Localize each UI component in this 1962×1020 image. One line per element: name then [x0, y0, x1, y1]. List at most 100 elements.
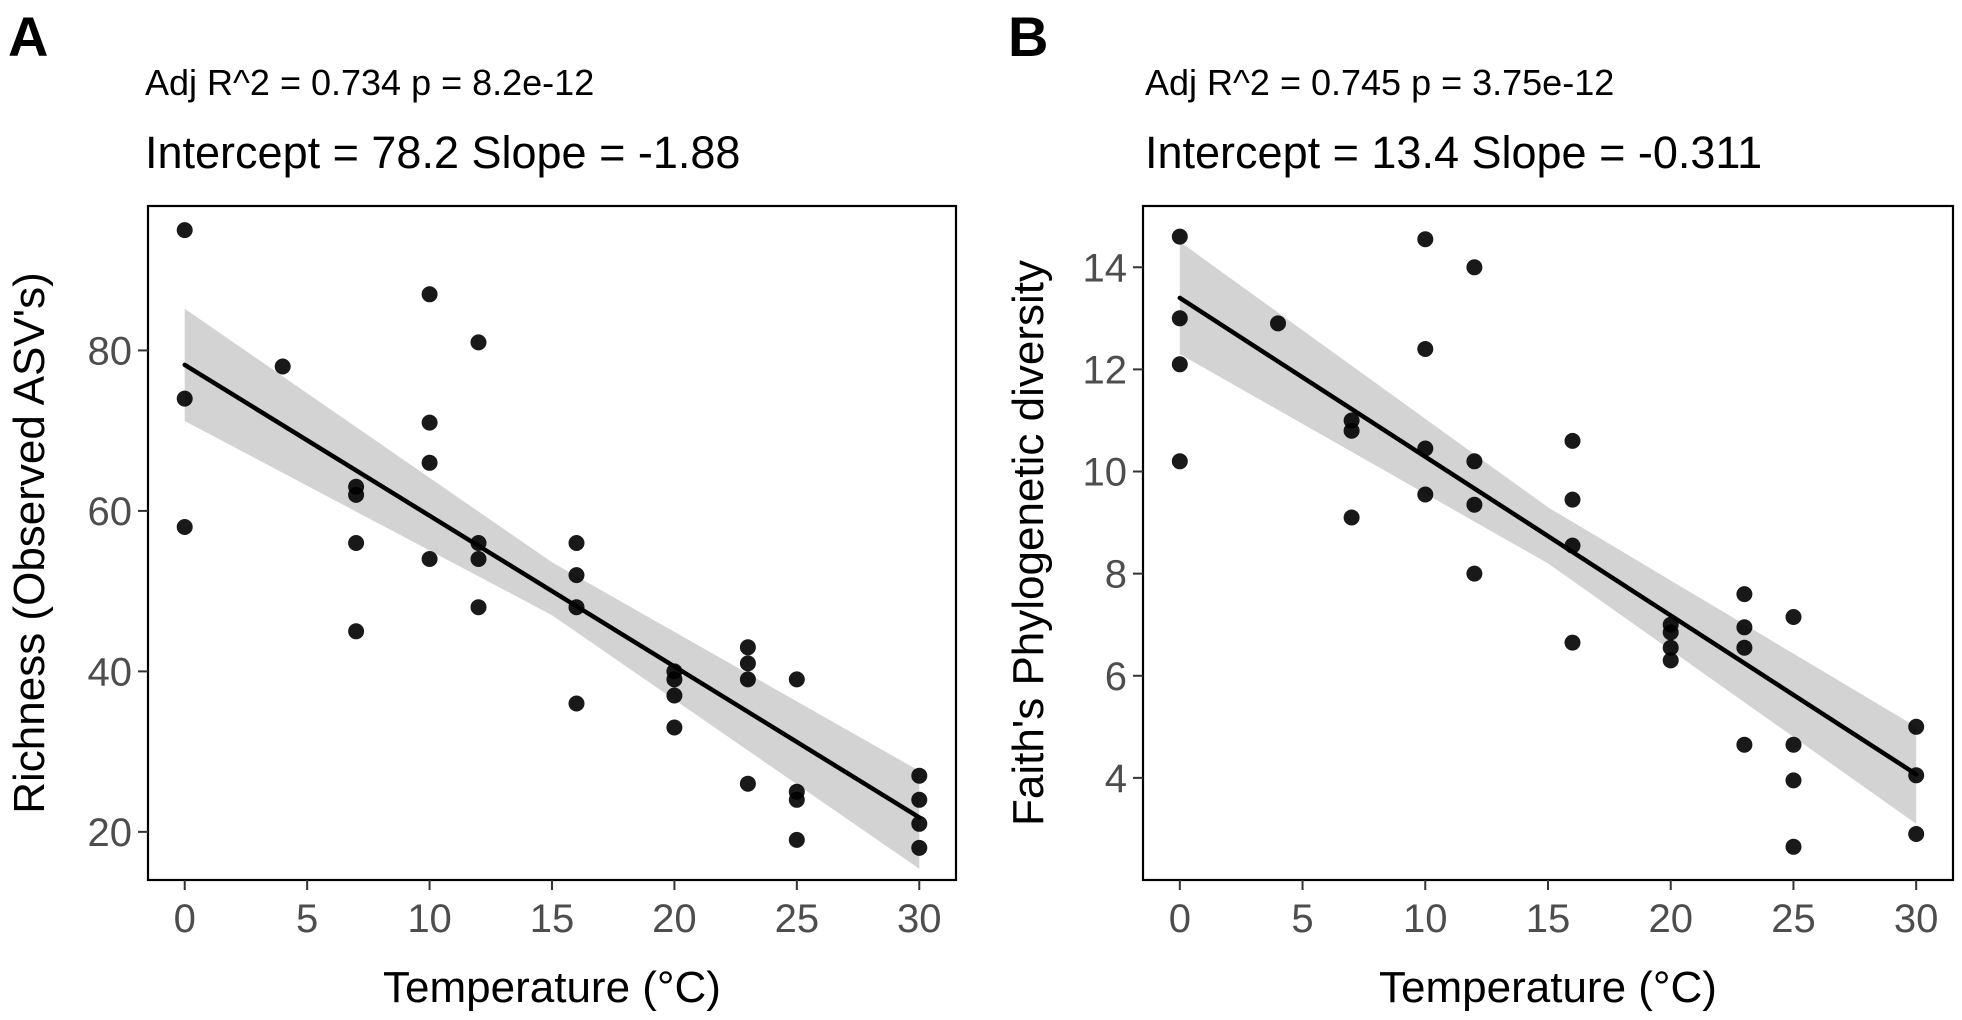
x-tick-label: 10 — [1403, 897, 1448, 941]
data-point — [1417, 486, 1434, 503]
data-point — [1417, 341, 1434, 357]
y-axis-ticks: 4 6 8 10 12 14 — [1083, 246, 1143, 801]
data-point — [1736, 619, 1753, 636]
data-point — [911, 767, 928, 784]
panel-b: B Adj R^2 = 0.745 p = 3.75e-12 Intercept… — [1004, 5, 1955, 1012]
data-point — [1343, 509, 1360, 526]
y-axis-title: Faith's Phylogenetic diversity — [1004, 260, 1053, 826]
data-point — [176, 222, 193, 239]
data-point — [1466, 565, 1483, 582]
x-tick-label: 0 — [174, 897, 196, 941]
data-point — [348, 623, 365, 640]
data-point — [739, 775, 756, 792]
data-points-layer — [176, 222, 928, 856]
x-axis-ticks: 0 5 10 15 20 25 30 — [174, 880, 942, 941]
data-point — [1736, 639, 1753, 656]
data-point — [788, 671, 805, 688]
data-point — [1171, 453, 1188, 470]
data-point — [1270, 315, 1286, 332]
confidence-band — [1179, 241, 1917, 824]
data-point — [788, 831, 805, 848]
data-point — [1564, 537, 1581, 554]
panel-a: A Adj R^2 = 0.734 p = 8.2e-12 Intercept … — [5, 5, 958, 1012]
x-tick-label: 0 — [1169, 897, 1191, 941]
data-point — [568, 695, 585, 712]
data-point — [470, 599, 487, 616]
fit-statistics-line: Adj R^2 = 0.734 p = 8.2e-12 — [145, 62, 594, 103]
fit-coefficients-line: Intercept = 78.2 Slope = -1.88 — [145, 127, 740, 178]
data-point — [421, 286, 438, 303]
regression-line-layer — [1177, 295, 1919, 777]
x-tick-label: 15 — [530, 897, 575, 941]
data-point — [739, 655, 756, 672]
data-point — [911, 791, 928, 808]
panel-label: A — [8, 5, 48, 68]
y-tick-label: 10 — [1083, 451, 1128, 495]
data-point — [348, 486, 365, 503]
data-point — [1908, 767, 1925, 784]
data-point — [788, 791, 805, 808]
data-point — [1343, 422, 1360, 439]
data-point — [470, 334, 487, 351]
x-tick-label: 30 — [897, 897, 942, 941]
data-point — [1466, 453, 1483, 470]
data-point — [739, 671, 756, 688]
y-tick-label: 8 — [1105, 553, 1127, 597]
data-point — [1564, 491, 1581, 508]
x-tick-label: 10 — [407, 897, 452, 941]
data-point — [1171, 310, 1188, 327]
data-point — [1908, 826, 1925, 842]
x-tick-label: 20 — [1648, 897, 1693, 941]
regression-line — [182, 362, 922, 820]
data-point — [1417, 440, 1434, 457]
data-point — [1417, 231, 1434, 248]
data-point — [274, 358, 291, 375]
data-point — [1466, 496, 1483, 513]
data-point — [1662, 639, 1679, 656]
data-point — [1171, 228, 1188, 245]
confidence-band-layer — [1179, 241, 1917, 824]
y-tick-label: 6 — [1105, 655, 1127, 699]
data-point — [568, 599, 585, 616]
data-points-layer — [1171, 228, 1925, 855]
data-point — [666, 719, 683, 736]
data-point — [176, 519, 193, 535]
data-point — [1908, 718, 1925, 735]
data-point — [348, 535, 365, 551]
fit-coefficients-line: Intercept = 13.4 Slope = -0.311 — [1145, 127, 1762, 178]
data-point — [1736, 586, 1753, 603]
y-axis-title: Richness (Observed ASV's) — [5, 272, 54, 814]
data-point — [176, 390, 193, 407]
y-tick-label: 80 — [88, 329, 133, 373]
y-tick-label: 20 — [88, 811, 133, 855]
x-tick-label: 25 — [775, 897, 820, 941]
data-point — [1564, 432, 1581, 449]
x-tick-label: 5 — [1291, 897, 1313, 941]
data-point — [1466, 259, 1483, 276]
x-tick-label: 15 — [1526, 897, 1571, 941]
x-tick-label: 20 — [652, 897, 697, 941]
x-tick-label: 25 — [1771, 897, 1816, 941]
data-point — [666, 687, 683, 704]
data-point — [421, 414, 438, 431]
y-tick-label: 60 — [88, 490, 133, 534]
y-tick-label: 4 — [1105, 757, 1127, 801]
y-tick-label: 12 — [1083, 348, 1128, 392]
data-point — [1785, 838, 1802, 855]
data-point — [1785, 772, 1802, 789]
x-tick-label: 30 — [1894, 897, 1939, 941]
data-point — [1785, 736, 1802, 753]
data-point — [1662, 624, 1679, 641]
x-axis-ticks: 0 5 10 15 20 25 30 — [1169, 880, 1939, 941]
data-point — [568, 535, 585, 551]
regression-line-layer — [182, 362, 922, 820]
data-point — [1662, 652, 1679, 669]
data-point — [666, 671, 683, 688]
x-axis-title: Temperature (°C) — [383, 963, 721, 1012]
y-tick-label: 40 — [88, 650, 133, 694]
panel-label: B — [1008, 5, 1048, 68]
data-point — [1564, 634, 1581, 651]
data-point — [470, 551, 487, 567]
data-point — [739, 639, 756, 656]
